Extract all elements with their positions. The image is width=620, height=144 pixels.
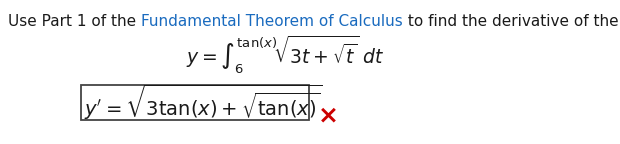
FancyBboxPatch shape [81,85,309,121]
Text: $y = \int_{6}^{\mathrm{tan}(x)} \!\sqrt{3t + \sqrt{t}}\; dt$: $y = \int_{6}^{\mathrm{tan}(x)} \!\sqrt{… [186,34,384,76]
Text: Fundamental Theorem of Calculus: Fundamental Theorem of Calculus [141,14,403,29]
Text: $\mathbf{\times}$: $\mathbf{\times}$ [317,104,337,128]
Text: $y' = \sqrt{3\tan(x) + \sqrt{\tan(x)}}$: $y' = \sqrt{3\tan(x) + \sqrt{\tan(x)}}$ [84,83,323,122]
Text: Use Part 1 of the: Use Part 1 of the [8,14,141,29]
Text: to find the derivative of the function.: to find the derivative of the function. [403,14,620,29]
